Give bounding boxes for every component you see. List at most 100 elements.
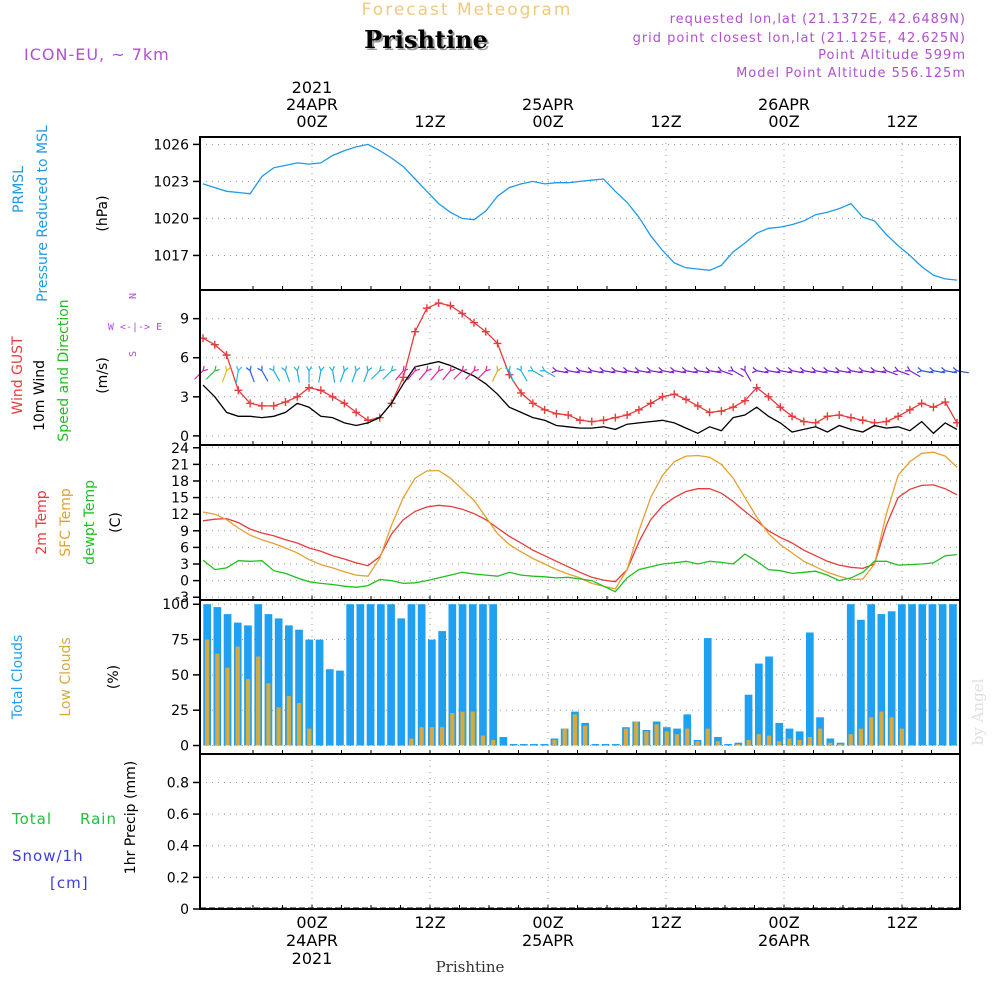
total-cloud-bar <box>949 604 957 746</box>
low-cloud-bar <box>205 639 210 746</box>
wind-barb <box>685 370 698 374</box>
wind-barb-head <box>328 366 334 372</box>
wind-barb <box>909 370 921 378</box>
gust-point <box>399 373 408 382</box>
low-cloud-bar <box>225 667 230 746</box>
total-cloud-bar <box>591 744 600 746</box>
total-cloud-bar <box>377 604 385 746</box>
wind-barb-head <box>598 370 604 374</box>
y-tick-label: 50 <box>171 668 189 684</box>
wind-barb-head <box>269 367 274 372</box>
low-cloud-bar <box>491 739 496 746</box>
wind-barb <box>933 370 946 374</box>
total-cloud-bar <box>765 656 773 746</box>
ylabel-pressure-msl: Pressure Reduced to MSL <box>35 125 51 302</box>
wind-barb-head <box>752 367 758 372</box>
wind-barb <box>261 370 269 382</box>
low-cloud-bar <box>797 739 802 746</box>
ylabel-2m-temp: 2m Temp <box>34 490 50 554</box>
wind-barb-head <box>293 366 298 372</box>
top-time-label: 00Z <box>296 112 327 131</box>
panel-precip: 0.8 0.6 0.4 0.2 0 1hr Precip (mm) Total Rain Sno… <box>11 753 961 918</box>
total-cloud-bar <box>520 744 528 746</box>
total-cloud-bar <box>785 728 794 746</box>
wind-barb-head <box>941 367 946 372</box>
wind-barb-head <box>508 365 511 371</box>
series-line-wind-gust <box>202 302 958 424</box>
label-snow-unit: [cm] <box>50 874 89 892</box>
gust-point <box>328 392 337 401</box>
total-cloud-bar <box>346 604 354 746</box>
wind-barb-head <box>308 366 313 372</box>
gust-point <box>788 412 797 421</box>
top-time-label: 12Z <box>650 112 681 131</box>
low-cloud-bar <box>583 725 588 746</box>
wind-barb-head <box>811 367 817 372</box>
low-cloud-bar <box>664 731 669 746</box>
y-tick-label: 1020 <box>153 211 189 227</box>
footer-station: Prishtine <box>436 958 505 976</box>
top-date-label: 26APR <box>758 95 810 114</box>
gust-point <box>882 417 891 426</box>
chart-title-top: Forecast Meteogram <box>362 0 573 20</box>
low-cloud-bar <box>480 735 485 746</box>
total-cloud-bar <box>857 619 865 746</box>
label-total: Total <box>11 810 52 828</box>
wind-barb-head <box>587 367 593 372</box>
wind-barb <box>709 370 722 374</box>
wind-barb-head <box>929 367 934 372</box>
wind-barb <box>465 370 475 380</box>
wind-barb <box>382 370 392 380</box>
wind-barb <box>370 370 381 380</box>
wind-barb-head <box>645 370 651 374</box>
wind-barb-head <box>485 365 488 371</box>
top-time-label: 00Z <box>532 112 563 131</box>
series-line-10m-wind <box>202 360 958 435</box>
wind-barb-head <box>869 370 875 374</box>
wind-barb-head <box>237 366 243 372</box>
low-cloud-bar <box>715 741 720 746</box>
gust-point <box>705 408 714 417</box>
low-cloud-bar <box>470 711 475 746</box>
wind-barb-head <box>658 367 663 372</box>
wind-barb <box>862 370 875 374</box>
bottom-time-label: 00Z <box>768 913 799 932</box>
total-cloud-bar <box>489 604 497 746</box>
total-cloud-bar <box>407 604 416 746</box>
total-cloud-bar <box>540 744 549 746</box>
low-cloud-bar <box>644 731 649 746</box>
total-cloud-bar <box>744 694 753 746</box>
wind-barb <box>921 370 934 374</box>
low-cloud-bar <box>245 679 251 746</box>
wind-barb-head <box>462 368 468 372</box>
wind-barb <box>395 370 404 381</box>
gust-point <box>740 396 749 405</box>
wind-barb <box>296 370 300 383</box>
bottom-year-label: 2021 <box>292 949 333 968</box>
wind-barb-head <box>952 370 958 374</box>
panel-labels-pressure: PRMSL Pressure Reduced to MSL (hPa) <box>11 125 111 302</box>
wind-barb-head <box>296 365 300 371</box>
total-cloud-bar <box>438 631 446 746</box>
wind-barb <box>732 370 744 378</box>
gust-point <box>941 398 950 407</box>
low-cloud-bar <box>879 711 884 746</box>
wind-barb-head <box>354 365 357 371</box>
low-cloud-bar <box>215 653 220 746</box>
y-tick-label: -3 <box>175 590 189 606</box>
wind-barb <box>249 370 255 383</box>
gust-point <box>246 399 255 408</box>
wind-barb-head <box>764 367 769 372</box>
ylabel-total-clouds: Total Clouds <box>10 635 26 720</box>
ylabel-10m-wind: 10m Wind <box>32 360 48 431</box>
wind-barb-head <box>798 370 805 374</box>
wind-barb-head <box>390 365 394 371</box>
wind-barb-head <box>751 370 757 374</box>
top-time-label: 00Z <box>768 112 799 131</box>
wind-barb-head <box>717 366 722 372</box>
low-cloud-bar <box>828 742 833 746</box>
gust-point <box>894 412 903 421</box>
total-cloud-bar <box>458 604 467 746</box>
